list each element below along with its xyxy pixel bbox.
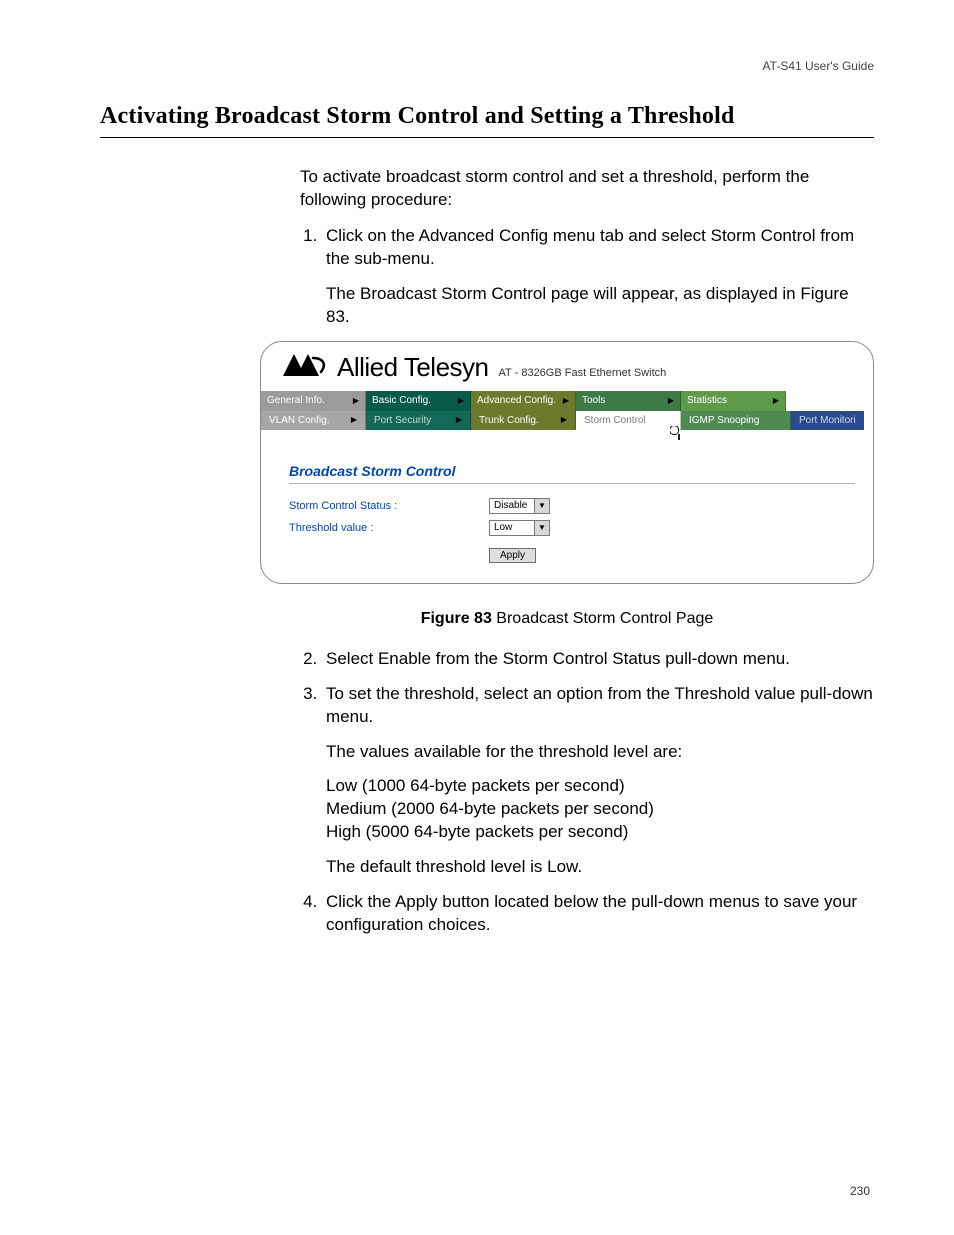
brand-name: Allied Telesyn: [337, 350, 489, 385]
figure-83: Allied Telesyn AT - 8326GB Fast Ethernet…: [260, 341, 874, 584]
tab-label: Tools: [582, 394, 605, 408]
app-window: Allied Telesyn AT - 8326GB Fast Ethernet…: [260, 341, 874, 584]
chevron-right-icon: ▶: [668, 396, 674, 407]
intro-paragraph: To activate broadcast storm control and …: [300, 166, 874, 212]
sub-tab[interactable]: Trunk Config. ▶: [471, 411, 576, 431]
procedure-list-cont: Select Enable from the Storm Control Sta…: [300, 648, 874, 937]
body-column: To activate broadcast storm control and …: [300, 166, 874, 938]
main-tab[interactable]: Statistics ▶: [681, 391, 786, 411]
subtab-label: Port Monitori: [799, 414, 856, 428]
threshold-select-value: Low: [490, 521, 534, 535]
figure-caption-text: Broadcast Storm Control Page: [492, 610, 713, 627]
step-1: Click on the Advanced Config menu tab an…: [322, 225, 874, 329]
tab-filler: [786, 391, 873, 411]
figure-label: Figure 83: [421, 610, 492, 627]
step-4: Click the Apply button located below the…: [322, 891, 874, 937]
main-tab[interactable]: Basic Config. ▶: [366, 391, 471, 411]
subtab-label: Storm Control: [584, 414, 646, 428]
sub-tab-active[interactable]: Storm Control: [576, 411, 681, 431]
main-tab[interactable]: General Info. ▶: [261, 391, 366, 411]
storm-control-panel: Broadcast Storm Control Storm Control St…: [261, 456, 873, 583]
page-number: 230: [850, 1183, 870, 1199]
app-header: Allied Telesyn AT - 8326GB Fast Ethernet…: [261, 342, 873, 391]
document-page: AT-S41 User's Guide Activating Broadcast…: [0, 0, 954, 1235]
step-3-after: The values available for the threshold l…: [326, 741, 874, 764]
step-3: To set the threshold, select an option f…: [322, 683, 874, 880]
chevron-down-icon: ▼: [534, 499, 549, 513]
subtab-label: IGMP Snooping: [689, 414, 759, 428]
step-3-default: The default threshold level is Low.: [326, 856, 874, 879]
procedure-list: Click on the Advanced Config menu tab an…: [300, 225, 874, 329]
main-tab[interactable]: Tools ▶: [576, 391, 681, 411]
subtab-label: VLAN Config.: [269, 414, 330, 428]
sub-tab-bar: VLAN Config.▶Port Security▶Trunk Config.…: [261, 411, 873, 431]
threshold-options: Low (1000 64-byte packets per second) Me…: [326, 775, 874, 844]
step-2: Select Enable from the Storm Control Sta…: [322, 648, 874, 671]
panel-title: Broadcast Storm Control: [289, 462, 855, 484]
status-label: Storm Control Status :: [289, 499, 489, 514]
sub-tab[interactable]: Port Monitori: [791, 411, 864, 431]
step-1-text: Click on the Advanced Config menu tab an…: [326, 225, 874, 271]
subtab-label: Trunk Config.: [479, 414, 539, 428]
brand-logo-icon: [283, 354, 327, 376]
figure-caption: Figure 83 Broadcast Storm Control Page: [260, 608, 874, 630]
sub-tab[interactable]: Port Security ▶: [366, 411, 471, 431]
status-select[interactable]: Disable ▼: [489, 498, 550, 514]
main-tab[interactable]: Advanced Config. ▶: [471, 391, 576, 411]
chevron-right-icon: ▶: [351, 415, 357, 426]
chevron-right-icon: ▶: [563, 396, 569, 407]
threshold-select[interactable]: Low ▼: [489, 520, 550, 536]
threshold-row: Threshold value : Low ▼: [289, 520, 855, 536]
device-model: AT - 8326GB Fast Ethernet Switch: [499, 366, 667, 381]
subtab-label: Port Security: [374, 414, 431, 428]
chevron-right-icon: ▶: [561, 415, 567, 426]
step-3-text: To set the threshold, select an option f…: [326, 683, 874, 729]
threshold-medium: Medium (2000 64-byte packets per second): [326, 798, 874, 821]
chevron-right-icon: ▶: [353, 396, 359, 407]
status-select-value: Disable: [490, 499, 534, 513]
step-1-followup: The Broadcast Storm Control page will ap…: [326, 283, 874, 329]
chevron-down-icon: ▼: [534, 521, 549, 535]
tab-label: Advanced Config.: [477, 394, 556, 408]
threshold-label: Threshold value :: [289, 521, 489, 536]
tab-label: General Info.: [267, 394, 325, 408]
chevron-right-icon: ▶: [458, 396, 464, 407]
heading-rule: [100, 137, 874, 138]
status-row: Storm Control Status : Disable ▼: [289, 498, 855, 514]
panel-spacer: [261, 430, 873, 456]
main-tab-bar: General Info.▶Basic Config.▶Advanced Con…: [261, 391, 873, 411]
sub-tab[interactable]: IGMP Snooping: [681, 411, 791, 431]
threshold-high: High (5000 64-byte packets per second): [326, 821, 874, 844]
sub-tab[interactable]: VLAN Config. ▶: [261, 411, 366, 431]
tab-label: Basic Config.: [372, 394, 431, 408]
section-heading: Activating Broadcast Storm Control and S…: [100, 100, 874, 132]
step-2-text: Select Enable from the Storm Control Sta…: [326, 648, 874, 671]
step-4-text: Click the Apply button located below the…: [326, 891, 874, 937]
threshold-low: Low (1000 64-byte packets per second): [326, 775, 874, 798]
running-head: AT-S41 User's Guide: [100, 58, 874, 74]
tab-label: Statistics: [687, 394, 727, 408]
apply-row: Apply: [489, 542, 855, 565]
chevron-right-icon: ▶: [456, 415, 462, 426]
apply-button[interactable]: Apply: [489, 548, 536, 563]
chevron-right-icon: ▶: [773, 396, 779, 407]
